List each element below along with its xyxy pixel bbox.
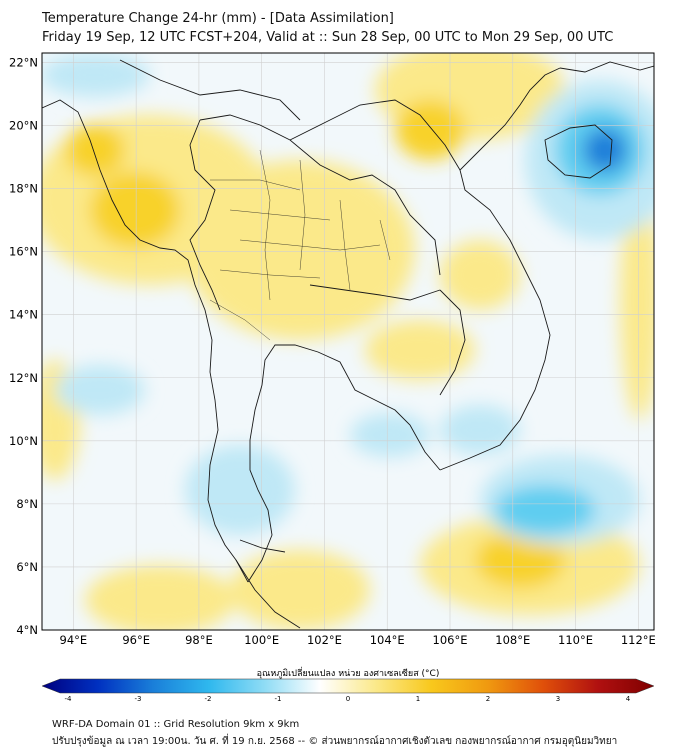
colorbar-tick-label: 0 [346, 695, 350, 703]
map-plot-area: 22°N 20°N 18°N 16°N 14°N 12°N 10°N 8°N 6°N 4°N 94… [9, 52, 656, 647]
lat-label: 6°N [16, 560, 38, 574]
colorbar: อุณหภูมิเปลี่ยนแปลง หน่วย องศาเซลเซียส (… [41, 666, 655, 703]
border-thailand-malaysia [239, 539, 286, 553]
lat-label: 4°N [16, 623, 38, 637]
warm-core-southeast [475, 532, 565, 588]
province-lines-thailand [209, 149, 391, 341]
coastline-hainan [544, 124, 613, 179]
lon-label: 94°E [60, 633, 88, 647]
warm-core-north [395, 100, 465, 160]
border-thailand-laos [199, 114, 441, 276]
lat-label: 10°N [9, 434, 38, 448]
lon-label: 108°E [495, 633, 530, 647]
cool-anomaly-northwest [42, 53, 150, 97]
cool-anomaly-coast [350, 413, 430, 457]
colorbar-tick-label: -3 [135, 695, 142, 703]
graticule [42, 53, 654, 630]
forecast-map-figure: 22°N 20°N 18°N 16°N 14°N 12°N 10°N 8°N 6°N 4°N 94… [9, 52, 656, 703]
border-cambodia-vietnam [439, 289, 466, 396]
lat-label: 16°N [9, 245, 38, 259]
lat-label: 8°N [16, 497, 38, 511]
warm-anomaly-cambodia [365, 320, 475, 380]
lon-label: 106°E [433, 633, 468, 647]
lon-label: 112°E [621, 633, 656, 647]
coastline-south-china [559, 61, 654, 73]
cool-mid-southeast [495, 485, 595, 535]
lat-label: 20°N [9, 119, 38, 133]
lon-label: 102°E [307, 633, 342, 647]
warm-anomaly-east-edge [620, 180, 654, 420]
warm-anomaly-thailand [185, 160, 415, 340]
border-myanmar-china [119, 59, 301, 121]
border-thailand-myanmar [189, 119, 221, 311]
coastlines-and-borders [42, 59, 654, 629]
cool-anomaly-east [440, 405, 520, 455]
colorbar-tick-label: -1 [275, 695, 282, 703]
lon-label: 96°E [122, 633, 150, 647]
colorbar-scale [41, 678, 655, 694]
warm-core-west [65, 124, 125, 176]
lat-label: 12°N [9, 371, 38, 385]
model-info: WRF-DA Domain 01 :: Grid Resolution 9km … [52, 719, 300, 730]
colorbar-label: อุณหภูมิเปลี่ยนแปลง หน่วย องศาเซลเซียส (… [257, 666, 440, 679]
lat-label: 18°N [9, 182, 38, 196]
warm-anomaly-southwest [85, 565, 235, 630]
coastline-bay-of-bengal [42, 99, 249, 583]
warm-core-myanmar [90, 172, 180, 248]
colorbar-tick-label: 4 [626, 695, 631, 703]
coastline-malay-peninsula [235, 559, 301, 629]
map-frame [41, 52, 655, 631]
map-subtitle: Friday 19 Sep, 12 UTC FCST+204, Valid at… [42, 30, 614, 45]
map-title: Temperature Change 24-hr (mm) - [Data As… [42, 11, 394, 26]
longitude-axis-labels: 94°E 96°E 98°E 100°E 102°E 104°E 106°E 108°E 110… [60, 633, 656, 647]
lon-label: 104°E [370, 633, 405, 647]
lon-label: 110°E [558, 633, 593, 647]
colorbar-tick-label: 2 [486, 695, 490, 703]
coastline-gulf-of-thailand [247, 344, 441, 583]
lat-label: 14°N [9, 308, 38, 322]
colorbar-tick-label: -2 [205, 695, 212, 703]
latitude-axis-labels: 22°N 20°N 18°N 16°N 14°N 12°N 10°N 8°N 6°N 4°N [9, 55, 38, 637]
warm-anomaly-south [230, 550, 370, 630]
coastline-vietnam [439, 67, 561, 471]
border-laos-vietnam [289, 99, 461, 171]
cool-core-northeast [583, 128, 627, 172]
colorbar-tick-label: 1 [416, 695, 420, 703]
cool-anomaly-gulf [185, 445, 295, 535]
border-thailand-cambodia [309, 284, 441, 301]
warm-anomaly-laos [440, 240, 520, 310]
lon-label: 98°E [185, 633, 213, 647]
colorbar-tick-label: -4 [65, 695, 73, 703]
lon-label: 100°E [244, 633, 279, 647]
colorbar-tick-label: 3 [556, 695, 560, 703]
cool-anomaly-andaman [55, 365, 145, 415]
update-credit: ปรับปรุงข้อมูล ณ เวลา 19:00น. วัน ศ. ที่… [52, 736, 618, 747]
lat-label: 22°N [9, 55, 38, 69]
colorbar-ticks: -4 -3 -2 -1 0 1 2 3 4 [65, 695, 631, 703]
temperature-change-field [42, 53, 654, 630]
